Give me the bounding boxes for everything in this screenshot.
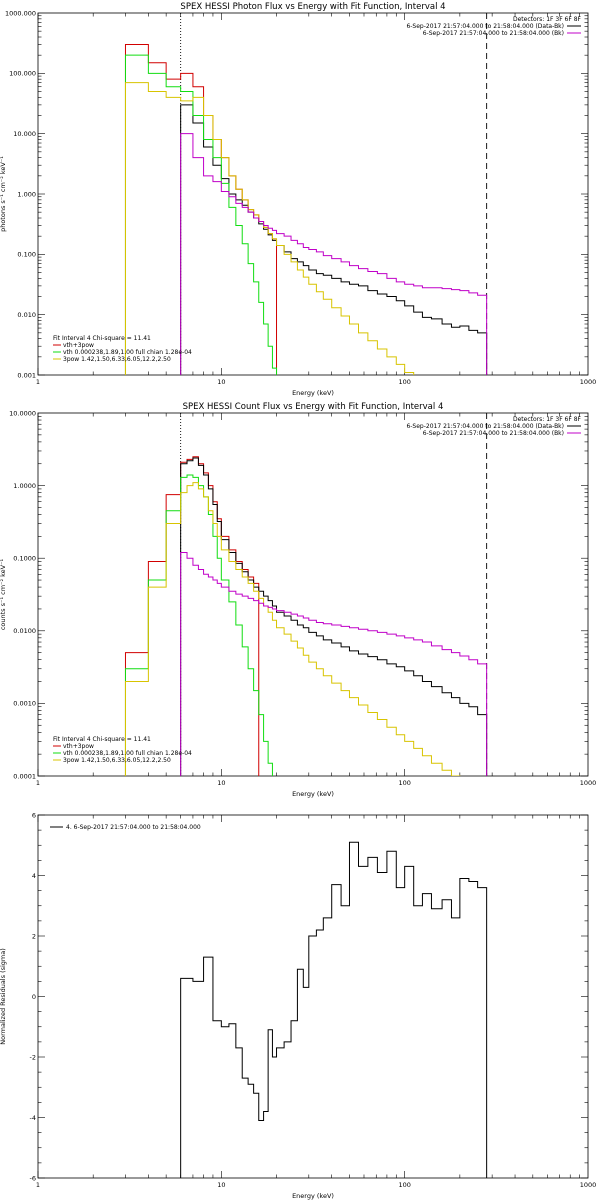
x-tick-label: 1 (36, 779, 40, 787)
y-tick-label: 0.100 (17, 251, 36, 259)
detectors-label: Detectors: 1F 3F 6F 8F (513, 416, 582, 423)
y-tick-label: 6 (32, 811, 36, 819)
y-tick-label: 0.0001 (13, 772, 36, 780)
x-tick-label: 1 (36, 1181, 40, 1189)
legend-entry-text: vth 0.000238,1.89,1.00 full chian 1.28e-… (63, 750, 192, 757)
y-tick-label: -6 (30, 1174, 36, 1182)
x-tick-label: 10 (217, 779, 225, 787)
x-tick-label: 10 (217, 1181, 225, 1189)
legend-entry-text: 6-Sep-2017 21:57:04.000 to 21:58:04.000 … (406, 23, 564, 30)
y-tick-label: 0.0010 (13, 700, 36, 708)
legend-entry-text: 4. 6-Sep-2017 21:57:04.000 to 21:58:04.0… (66, 824, 201, 831)
fit-interval-label: Fit Interval 4 Chi-square = 11.41 (53, 736, 151, 743)
y-tick-label: -4 (30, 1114, 36, 1122)
legend-entry-text: vth 0.000238,1.89,1.00 full chian 1.28e-… (63, 349, 192, 356)
y-tick-label: 1000.000 (5, 9, 36, 17)
x-axis-label: Energy (keV) (292, 1192, 334, 1200)
y-tick-label: 0.0100 (13, 627, 36, 635)
residuals-panel: 1 10 100 1000 -6 -4 -2 0 2 4 6 Energy (keV) Normaliz… (0, 811, 596, 1200)
magenta-spectrum-series (180, 551, 488, 776)
plot-frame (37, 412, 589, 777)
legend-entry-text: vth+3pow (63, 342, 94, 349)
x-tick-label: 10 (217, 378, 225, 386)
plot-frame (37, 12, 589, 376)
magenta-spectrum-series (180, 133, 488, 375)
count-flux-panel: SPEX HESSI Count Flux vs Energy with Fit… (0, 402, 596, 798)
y-tick-label: 100.000 (9, 70, 36, 78)
x-tick-label: 1000 (580, 779, 597, 787)
y-tick-label: 10.0000 (9, 409, 36, 417)
black-spectrum-series (180, 104, 488, 375)
y-axis-label: counts s⁻¹ cm⁻² keV⁻¹ (0, 558, 7, 630)
y-tick-label: 2 (32, 932, 36, 940)
legend-entry-text: 6-Sep-2017 21:57:04.000 to 21:58:04.000 … (406, 423, 564, 430)
y-tick-label: 1.000 (17, 190, 36, 198)
y-tick-label: 0.1000 (13, 555, 36, 563)
x-tick-label: 100 (398, 779, 410, 787)
y-tick-label: 4 (32, 872, 36, 880)
legend-entry-text: 6-Sep-2017 21:57:04.000 to 21:58:04.000 … (423, 30, 564, 37)
x-tick-label: 1000 (580, 378, 597, 386)
red-spectrum-series (124, 456, 260, 776)
y-tick-label: -2 (30, 1053, 36, 1061)
x-tick-label: 1000 (580, 1181, 597, 1189)
legend-entry-text: 3pow 1.42,1.50,6.33,6.05,12.2,2.50 (63, 757, 171, 764)
photon-flux-panel: SPEX HESSI Photon Flux vs Energy with Fi… (0, 2, 597, 397)
yellow-spectrum-series (124, 482, 461, 776)
x-axis-label: Energy (keV) (292, 389, 334, 397)
y-tick-label: 0.010 (17, 311, 36, 319)
x-tick-label: 100 (398, 1181, 410, 1189)
black-spectrum-series (180, 457, 488, 776)
x-tick-label: 100 (398, 378, 410, 386)
green-spectrum-series (124, 474, 273, 776)
yellow-spectrum-series (124, 82, 415, 375)
fit-interval-label: Fit Interval 4 Chi-square = 11.41 (53, 335, 151, 342)
chart-title: SPEX HESSI Photon Flux vs Energy with Fi… (180, 2, 445, 12)
y-tick-label: 0 (32, 993, 36, 1001)
y-axis-label: Normalized Residuals (sigma) (0, 948, 7, 1045)
y-tick-label: 10.000 (13, 130, 36, 138)
x-axis-label: Energy (keV) (292, 790, 334, 798)
x-tick-label: 1 (36, 378, 40, 386)
black-spectrum-series (180, 841, 488, 1178)
legend-entry-text: 6-Sep-2017 21:57:04.000 to 21:58:04.000 … (423, 430, 564, 437)
plot-frame (37, 814, 589, 1179)
detectors-label: Detectors: 1F 3F 6F 8F (513, 16, 582, 23)
y-tick-label: 0.001 (17, 371, 36, 379)
legend-entry-text: vth+3pow (63, 743, 94, 750)
chart-title: SPEX HESSI Count Flux vs Energy with Fit… (183, 402, 444, 412)
y-tick-label: 1.0000 (13, 482, 36, 490)
y-axis-label: photons s⁻¹ cm⁻² keV⁻¹ (0, 156, 7, 232)
legend-entry-text: 3pow 1.42,1.50,6.33,6.05,12.2,2.50 (63, 356, 171, 363)
